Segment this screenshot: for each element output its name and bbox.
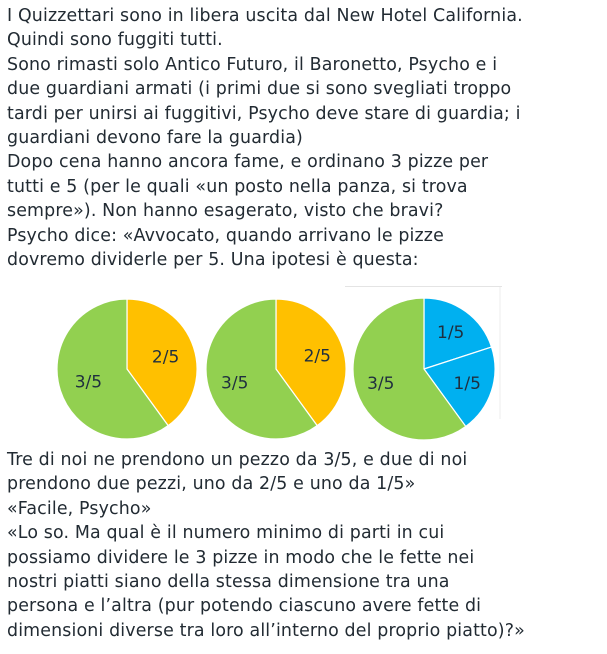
pizza-slice: [56, 298, 169, 440]
pizza-3: 1/5 1/5 3/5: [352, 297, 496, 441]
pizza-slice: [275, 298, 347, 427]
pizza-slice: [205, 298, 318, 440]
slice-label: 1/5: [437, 323, 464, 343]
slice-label: 1/5: [454, 374, 481, 394]
pizza-2: 2/5 3/5: [205, 298, 347, 440]
pizza-slice: [126, 298, 198, 427]
slice-label: 2/5: [304, 347, 331, 367]
pizza-slice: [423, 346, 496, 428]
pizza-slice: [423, 297, 493, 370]
slice-label: 3/5: [75, 373, 102, 393]
slice-label: 3/5: [367, 374, 394, 394]
outro-paragraph: Tre di noi ne prendono un pezzo da 3/5, …: [7, 450, 525, 641]
slice-label: 2/5: [152, 347, 179, 367]
pizza-diagram: 2/5 3/5 2/5 3/5 1/5 1/5 3/5: [56, 286, 502, 441]
pizza-slice: [352, 297, 467, 441]
pizza-1: 2/5 3/5: [56, 298, 198, 440]
slice-label: 3/5: [221, 373, 248, 393]
intro-paragraph: I Quizzettari sono in libera uscita dal …: [7, 6, 523, 271]
